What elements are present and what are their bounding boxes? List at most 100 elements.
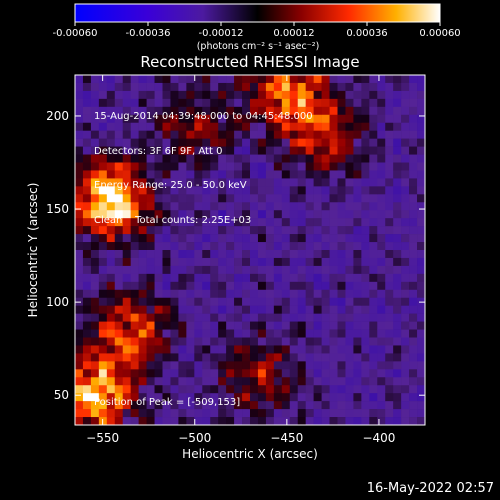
heatmap-cell <box>146 234 155 243</box>
heatmap-cell <box>305 226 314 235</box>
time-range-text: 15-Aug-2014 04:39:48.000 to 04:45:48.000 <box>94 111 313 122</box>
heatmap-cell <box>385 178 394 187</box>
heatmap-cell <box>210 178 219 187</box>
heatmap-cell <box>385 265 394 275</box>
heatmap-cell <box>170 417 179 426</box>
heatmap-cell <box>265 122 275 131</box>
heatmap-cell <box>138 401 147 410</box>
heatmap-cell <box>114 337 124 346</box>
heatmap-cell <box>106 417 116 426</box>
heatmap-cell <box>186 361 195 370</box>
heatmap-cell <box>114 130 124 139</box>
heatmap-cell <box>170 162 179 171</box>
heatmap-cell <box>329 234 338 243</box>
heatmap-cell <box>313 90 322 100</box>
heatmap-cell <box>75 345 84 354</box>
heatmap-cell <box>146 401 155 410</box>
heatmap-cell <box>234 130 243 139</box>
heatmap-cell <box>82 202 92 211</box>
heatmap-cell <box>369 265 378 275</box>
heatmap-cell <box>186 393 195 402</box>
heatmap-cell <box>98 130 108 139</box>
heatmap-cell <box>250 273 259 283</box>
heatmap-cell <box>385 305 394 314</box>
heatmap-cell <box>321 138 330 147</box>
heatmap-cell <box>265 393 275 402</box>
heatmap-cell <box>194 257 203 267</box>
heatmap-cell <box>90 218 100 227</box>
heatmap-cell <box>337 226 346 235</box>
heatmap-cell <box>202 138 211 147</box>
heatmap-cell <box>289 162 299 171</box>
heatmap-cell <box>234 178 243 187</box>
heatmap-cell <box>218 337 227 346</box>
heatmap-cell <box>186 369 195 378</box>
heatmap-cell <box>242 313 251 322</box>
heatmap-cell <box>122 353 131 362</box>
heatmap-cell <box>210 297 219 306</box>
heatmap-cell <box>90 417 100 426</box>
heatmap-image <box>75 75 426 426</box>
heatmap-cell <box>385 289 394 299</box>
heatmap-cell <box>353 106 362 116</box>
heatmap-cell <box>337 385 346 394</box>
heatmap-cell <box>138 321 147 330</box>
heatmap-cell <box>138 289 147 299</box>
heatmap-cell <box>401 98 410 108</box>
heatmap-cell <box>138 361 147 370</box>
heatmap-cell <box>281 114 291 124</box>
heatmap-cell <box>401 281 410 291</box>
heatmap-cell <box>250 329 259 338</box>
heatmap-cell <box>122 409 131 418</box>
x-axis-label: Heliocentric X (arcsec) <box>182 447 318 461</box>
heatmap-cell <box>170 257 179 267</box>
heatmap-cell <box>257 178 267 187</box>
heatmap-cell <box>361 114 370 124</box>
heatmap-cell <box>170 75 179 84</box>
heatmap-cell <box>90 146 100 155</box>
heatmap-cell <box>234 162 243 171</box>
heatmap-cell <box>289 202 299 211</box>
heatmap-cell <box>114 321 124 330</box>
heatmap-cell <box>337 106 346 116</box>
heatmap-cell <box>202 409 211 418</box>
heatmap-cell <box>313 361 322 370</box>
heatmap-cell <box>234 281 243 291</box>
heatmap-cell <box>138 186 147 195</box>
heatmap-cell <box>242 273 251 283</box>
heatmap-cell <box>146 75 155 84</box>
heatmap-cell <box>401 234 410 243</box>
heatmap-cell <box>369 242 378 251</box>
heatmap-cell <box>297 130 306 139</box>
heatmap-cell <box>409 226 418 235</box>
heatmap-cell <box>250 385 259 394</box>
heatmap-cell <box>257 305 267 314</box>
heatmap-cell <box>122 369 131 378</box>
heatmap-cell <box>226 250 235 259</box>
heatmap-cell <box>122 194 131 203</box>
heatmap-cell <box>138 138 147 147</box>
heatmap-cell <box>345 369 354 378</box>
heatmap-cell <box>250 114 259 124</box>
heatmap-cell <box>417 122 426 131</box>
heatmap-cell <box>385 146 394 155</box>
heatmap-cell <box>226 82 235 92</box>
heatmap-cell <box>273 82 283 92</box>
heatmap-cell <box>273 401 283 410</box>
heatmap-cell <box>250 226 259 235</box>
heatmap-cell <box>194 361 203 370</box>
heatmap-cell <box>401 305 410 314</box>
heatmap-cell <box>329 289 338 299</box>
heatmap-cell <box>202 98 211 108</box>
heatmap-cell <box>90 250 100 259</box>
heatmap-cell <box>393 353 402 362</box>
heatmap-cell <box>122 98 131 108</box>
heatmap-cell <box>98 242 108 251</box>
heatmap-cell <box>75 265 84 275</box>
heatmap-cell <box>202 122 211 131</box>
heatmap-cell <box>337 313 346 322</box>
heatmap-cell <box>305 289 314 299</box>
heatmap-cell <box>170 377 179 386</box>
heatmap-cell <box>154 146 163 155</box>
heatmap-cell <box>385 122 394 131</box>
